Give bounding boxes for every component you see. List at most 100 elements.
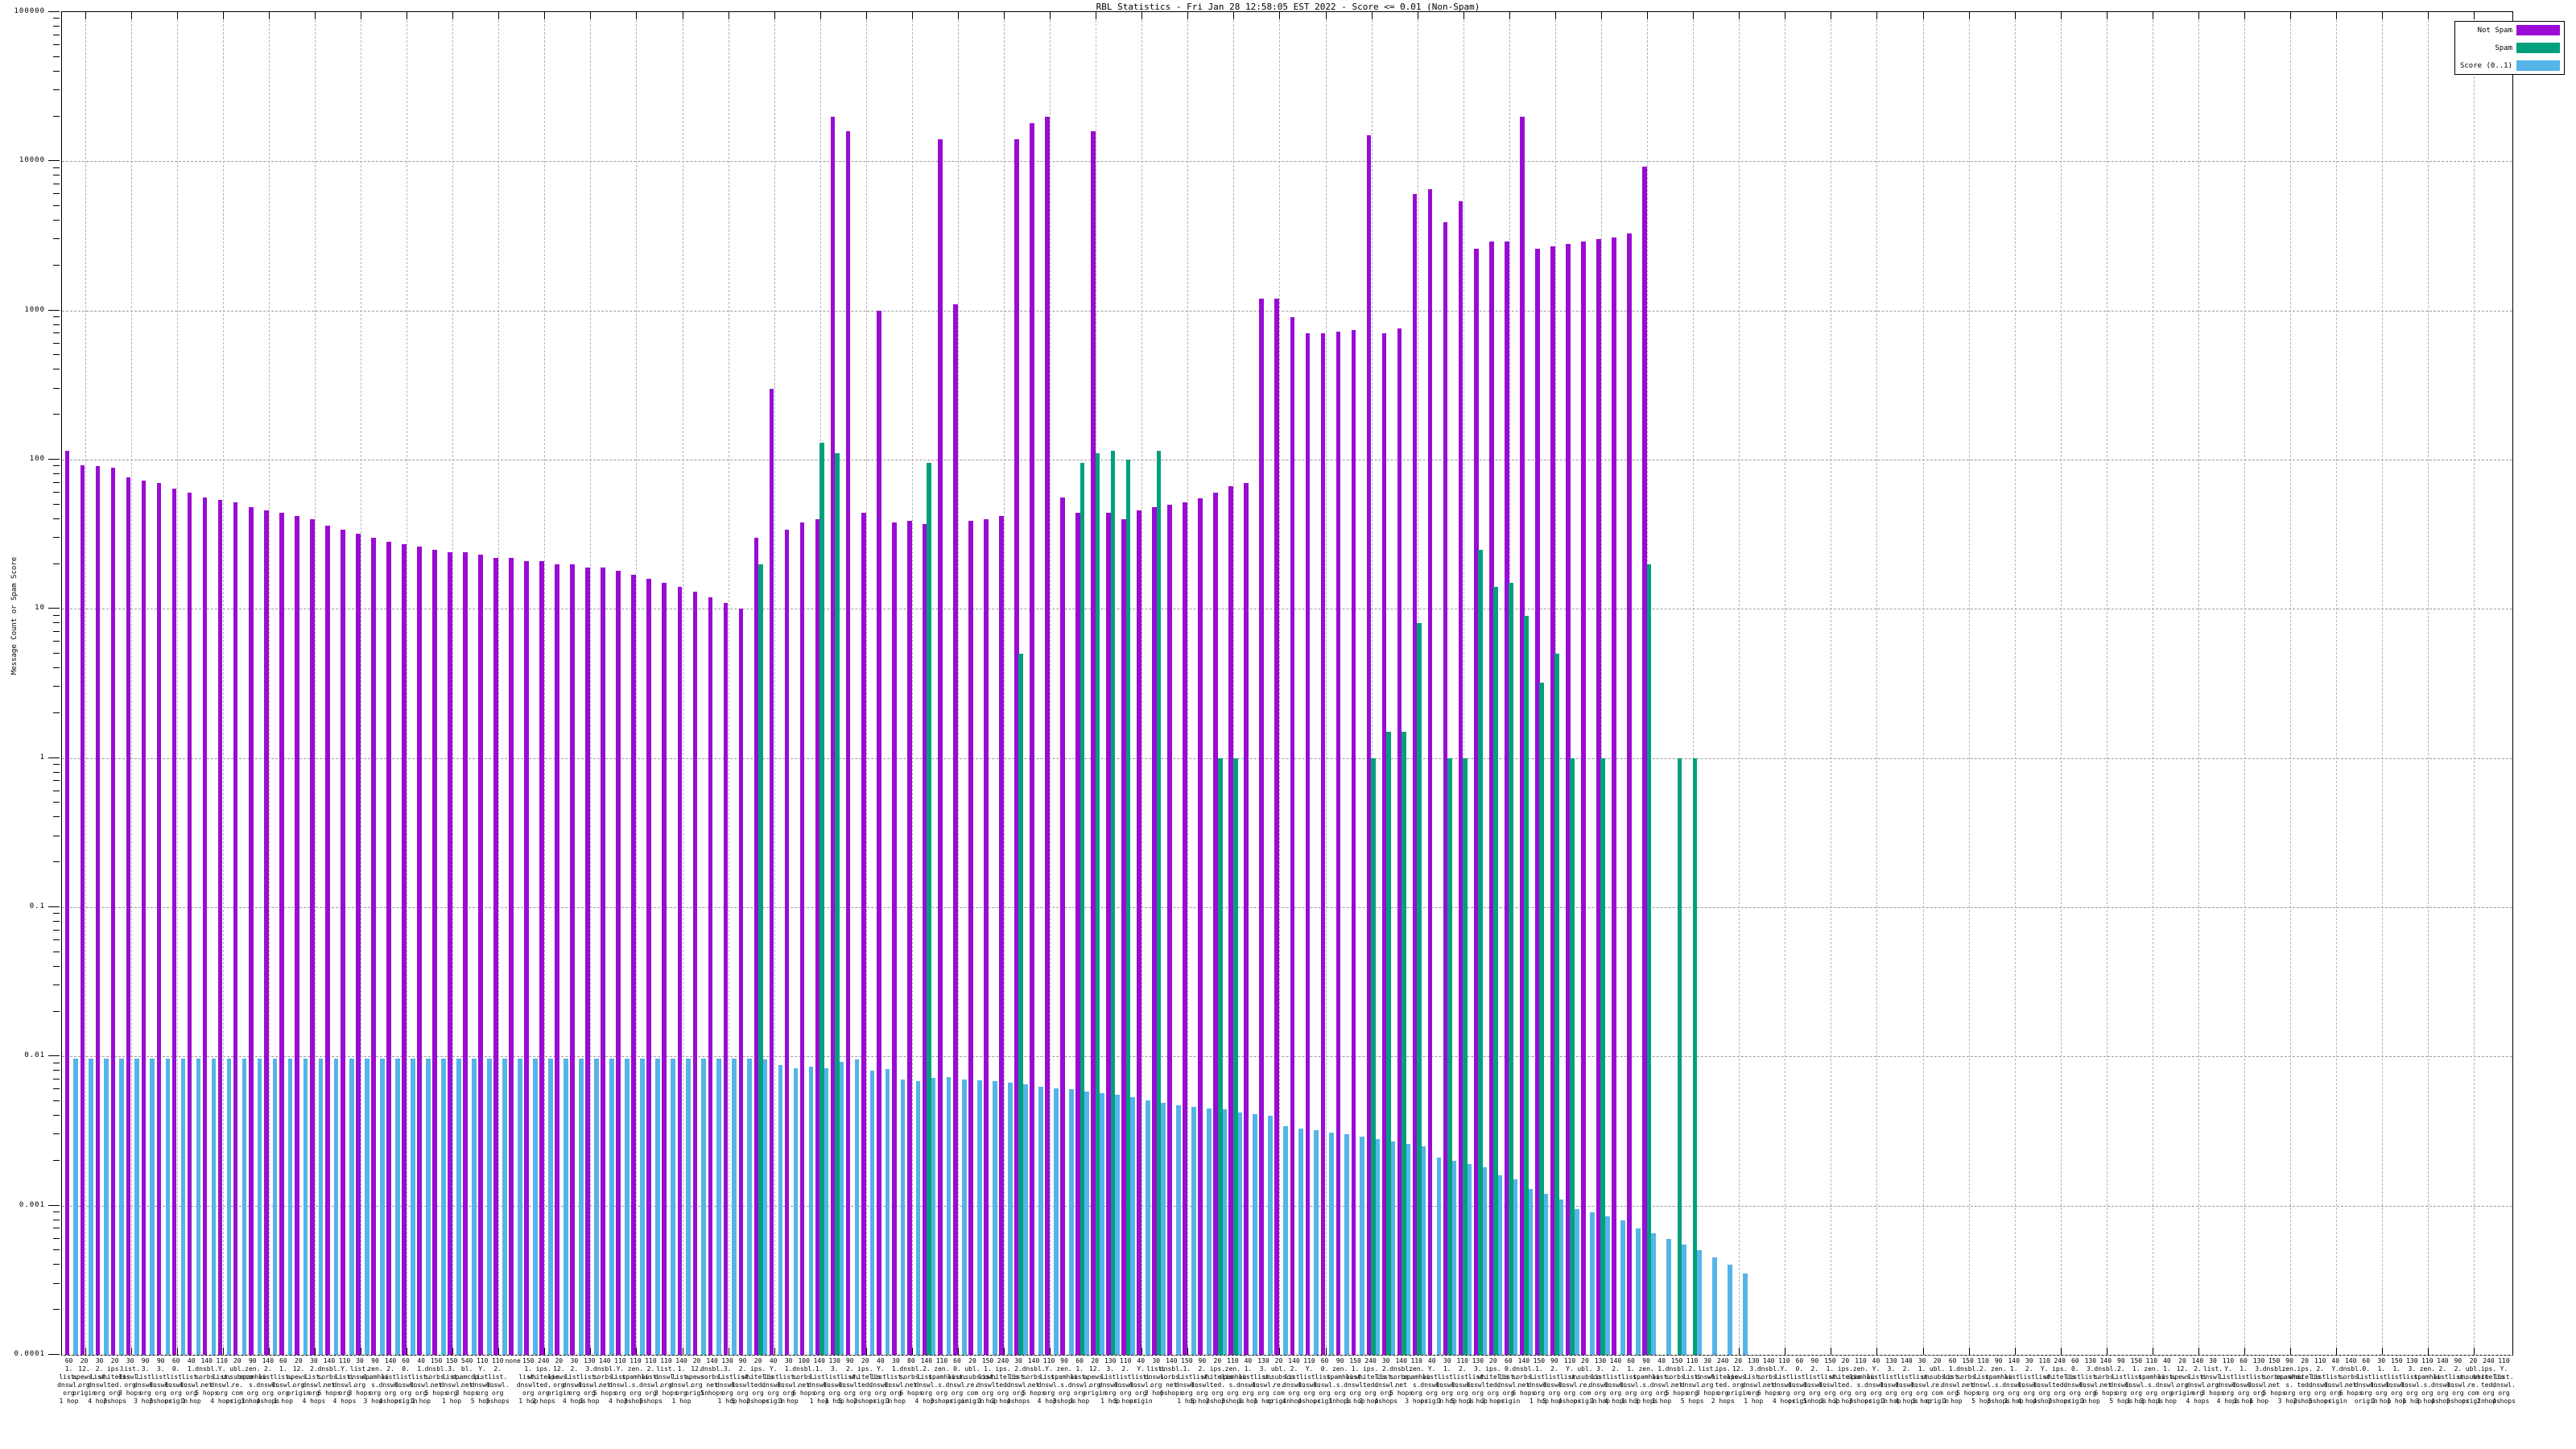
x-axis-tick-label: 20 ips. whitelisted. org 2 hops — [1202, 1357, 1233, 1405]
legend-swatch-score — [2516, 60, 2560, 71]
x-axis-tick-label: 150 dnsbl. sorbs. net 5 hops — [1956, 1357, 1980, 1397]
bar-not-spam — [1335, 332, 1341, 1355]
x-axis-tick-label: 30 list. dnswl. org 3 hops — [118, 1357, 142, 1397]
x-axis-tick-label: 30 2. list. dnswl. org 4 hops — [88, 1357, 111, 1405]
legend-item-score: Score (0..1) — [2460, 60, 2560, 71]
bar-not-spam — [937, 139, 943, 1355]
x-axis-tick-label: 60 0. list. dnswl. org origin — [2354, 1357, 2378, 1405]
y-axis-minor-tick — [53, 1010, 60, 1012]
x-axis-tick-label: 60 1. list. dnswl. org 1 hop — [1067, 1357, 1092, 1405]
bar-score — [1728, 1265, 1732, 1355]
bar-not-spam — [263, 510, 269, 1355]
x-axis-tick-label: 140 dnsbl. sorbs. net 6 hops — [2339, 1357, 2363, 1397]
bar-spam — [1539, 683, 1545, 1355]
bar-score — [1100, 1092, 1104, 1355]
x-axis-tick-label: 40 1. list. dnswl. org 1 hop — [180, 1357, 204, 1405]
bar-score — [976, 1080, 982, 1355]
y-axis-minor-tick — [53, 780, 60, 782]
y-axis-minor-tick — [53, 518, 60, 519]
x-axis-tick-label: 240 ips. whitelisted. org 2 hops — [987, 1357, 1019, 1405]
x-axis-tick-label: 80 dnsbl. sorbs. net 6 hops — [899, 1357, 923, 1397]
y-axis-minor-tick — [53, 667, 60, 669]
legend-label-not-spam: Not Spam — [2477, 26, 2512, 35]
bar-score — [625, 1058, 630, 1355]
x-axis-tick-label: 20 12. apews. org origin — [2170, 1357, 2194, 1397]
bar-score — [502, 1058, 507, 1355]
bar-spam — [1524, 615, 1530, 1355]
bar-not-spam — [478, 555, 483, 1355]
y-axis-minor-tick — [53, 492, 60, 493]
y-axis-minor-tick — [53, 641, 60, 642]
bar-score — [165, 1058, 171, 1355]
y-axis-minor-tick — [53, 920, 60, 922]
y-axis-minor-tick — [53, 764, 60, 766]
bar-score — [609, 1058, 614, 1355]
bar-spam — [1463, 758, 1468, 1355]
bar-spam — [1677, 758, 1682, 1355]
bar-spam — [1447, 758, 1452, 1355]
bar-score — [89, 1058, 94, 1355]
x-axis-tick-label: 60 1. list. dnswl. org 1 hop — [1941, 1357, 1965, 1405]
y-axis-tick-label: 100 — [29, 455, 45, 463]
bar-score — [180, 1058, 186, 1355]
x-axis-tick-label: 110 zen. spamhaus. org 3 hops — [1402, 1357, 1430, 1405]
bar-not-spam — [1075, 513, 1080, 1355]
y-axis-minor-tick — [53, 316, 60, 318]
bar-spam — [1692, 758, 1698, 1355]
x-axis-tick-label: 20 ubl. unsubscore. com origin — [1569, 1357, 1601, 1405]
y-axis-tick-label: 0.0001 — [14, 1350, 45, 1358]
x-axis-tick-label: 30 1. list. dnswl. org 1 hop — [777, 1357, 801, 1405]
y-axis-minor-tick — [53, 631, 60, 633]
y-axis-minor-tick — [53, 89, 60, 90]
bar-not-spam — [1305, 333, 1311, 1355]
x-axis-labels: 60 1. list. dnswl. org 1 hop 20 12. apews… — [57, 1357, 2516, 1447]
x-axis-tick-label: 60 0. list. dnswl. org origin — [164, 1357, 188, 1405]
bar-not-spam — [1351, 329, 1356, 1355]
x-axis-tick-label: 130 3. list. dnswl. org 1 hop — [1880, 1357, 1903, 1405]
x-axis-tick-label: 140 2. list. dnswl. org 4 hops — [256, 1357, 280, 1405]
bar-not-spam — [845, 130, 851, 1355]
bar-score — [518, 1058, 522, 1355]
bar-not-spam — [448, 551, 452, 1355]
bar-not-spam — [279, 513, 284, 1355]
x-axis-tick-label: 110 2. list. dnswl. org 5 hops — [1971, 1357, 1996, 1405]
bar-score — [1436, 1157, 1442, 1355]
bar-score — [640, 1058, 645, 1355]
legend-label-spam: Spam — [2495, 43, 2512, 52]
bar-score — [1115, 1095, 1120, 1355]
y-axis-tick — [48, 1354, 60, 1355]
bar-not-spam — [1045, 116, 1050, 1355]
x-axis-tick-label: 130 3. list. dnswl. org 1 hop — [2079, 1357, 2103, 1405]
bar-not-spam — [1534, 248, 1540, 1355]
bar-score — [1666, 1238, 1671, 1355]
x-axis-tick-label: 40 Y. list. dnswl. org origin — [869, 1357, 893, 1405]
y-axis-minor-tick — [53, 503, 60, 505]
bar-not-spam — [187, 493, 192, 1355]
bar-score — [272, 1058, 278, 1355]
x-axis-tick-label: 150 1. list. dnswl. org 1 hop — [1174, 1357, 1199, 1405]
x-axis-tick-label: 20 ips. whitelisted. org 2 hops — [1477, 1357, 1509, 1405]
bar-not-spam — [1612, 237, 1616, 1355]
x-axis-tick-label: 150 dnsbl. sorbs. net 5 hops — [424, 1357, 448, 1397]
bar-spam — [1018, 654, 1024, 1355]
y-axis-minor-tick — [53, 939, 60, 941]
y-axis-tick-label: 0.1 — [29, 902, 45, 910]
x-axis-tick-label: 90 zen. spamhaus. org 3 hops — [1051, 1357, 1078, 1405]
x-axis-tick-label: 90 2. list. dnswl. org 5 hops — [838, 1357, 862, 1405]
y-axis-minor-tick — [53, 193, 60, 195]
x-axis-tick-label: 110 Y. list. dnswl. org 5 hops — [470, 1357, 494, 1405]
x-axis-tick-label: 90 3. list. dnswl. org 3 hops — [149, 1357, 173, 1405]
bar-score — [1207, 1108, 1212, 1355]
bar-not-spam — [906, 520, 912, 1355]
x-axis-tick-label: 60 0. list. dnswl. org origin — [394, 1357, 418, 1405]
x-axis-tick-label: 130 3. list. dnswl. org 1 hop — [2247, 1357, 2271, 1405]
bar-spam — [1232, 758, 1238, 1355]
bar-not-spam — [371, 537, 376, 1355]
bar-score — [839, 1062, 844, 1355]
x-axis-tick-label: 20 ips. whitelisted. org 3 hops — [99, 1357, 130, 1405]
bar-not-spam — [539, 560, 544, 1355]
x-axis-tick-label: 40 Y. list. dnswl. org origin — [1129, 1357, 1153, 1405]
x-axis-tick-label: 150 1. list. dnswl. org 1 hop — [1344, 1357, 1368, 1405]
bar-score — [394, 1058, 400, 1355]
y-axis-tick — [48, 906, 60, 907]
